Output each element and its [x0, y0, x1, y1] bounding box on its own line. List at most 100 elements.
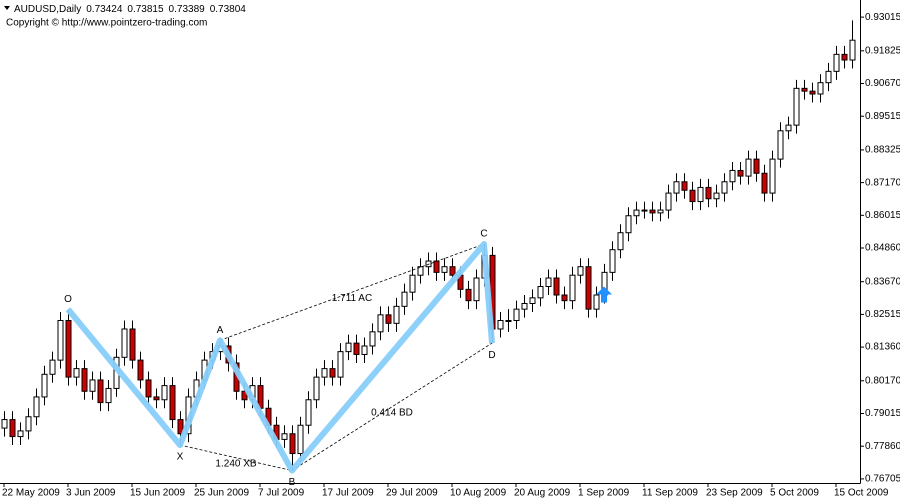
y-tick-label: 0.90670: [865, 78, 900, 89]
candle-body: [305, 399, 312, 426]
candle-body: [833, 53, 840, 72]
pattern-point-label: X: [177, 452, 184, 463]
y-tick-label: 0.82515: [865, 309, 900, 320]
x-tick-label: 15 Jun 2009: [130, 488, 185, 499]
candle-body: [473, 277, 480, 302]
candle-body: [465, 288, 472, 302]
signal-arrow: [596, 286, 612, 303]
chart-header: AUDUSD,Daily 0.73424 0.73815 0.73389 0.73804: [14, 4, 246, 15]
ratio-label: 1.240 XB: [215, 458, 256, 469]
candle-body: [785, 124, 792, 132]
candle-body: [545, 277, 552, 288]
candle-body: [577, 266, 584, 276]
candle-body: [585, 266, 592, 310]
candle-body: [81, 368, 88, 392]
x-tick-label: 10 Aug 2009: [450, 488, 507, 499]
menu-triangle: [4, 6, 10, 10]
candle-body: [649, 209, 656, 214]
candle-body: [377, 314, 384, 333]
candle-body: [89, 379, 96, 392]
candle-body: [529, 297, 536, 305]
candle-body: [241, 390, 248, 401]
candle-body: [505, 319, 512, 322]
candle-body: [769, 158, 776, 194]
candle-body: [665, 192, 672, 211]
candle-body: [673, 181, 680, 194]
candle-body: [145, 379, 152, 398]
candle-body: [97, 379, 104, 404]
candle-body: [297, 424, 304, 455]
candle-body: [689, 189, 696, 203]
candle-body: [369, 331, 376, 347]
candle-body: [41, 373, 48, 398]
ratio-label: 1.711 AC: [332, 293, 372, 304]
y-tick-label: 0.80170: [865, 375, 900, 386]
y-tick-label: 0.76705: [865, 474, 900, 485]
x-tick-label: 7 Jul 2009: [258, 488, 305, 499]
candle-body: [625, 215, 632, 234]
header-value: 0.73804: [210, 4, 247, 15]
candle-body: [521, 303, 528, 310]
candle-body: [393, 305, 400, 324]
candle-body: [9, 419, 16, 438]
candle-body: [49, 359, 56, 375]
header-value: 0.73424: [86, 4, 123, 15]
candle-body: [33, 396, 40, 418]
candle-body: [321, 368, 328, 378]
candle-body: [633, 209, 640, 217]
candle-body: [161, 385, 168, 401]
candle-body: [825, 70, 832, 84]
candle-body: [553, 277, 560, 296]
pattern-point-label: O: [64, 294, 72, 305]
candle-body: [617, 232, 624, 251]
ratio-line: [219, 243, 485, 341]
candle-body: [681, 181, 688, 191]
candle-body: [1, 419, 8, 429]
pattern-point-label: B: [289, 477, 296, 488]
candle-body: [697, 186, 704, 203]
candle-body: [449, 266, 456, 276]
candle-body: [657, 209, 664, 214]
header-value: 0.73815: [127, 4, 164, 15]
candle-body: [801, 87, 808, 92]
candle-body: [441, 266, 448, 273]
candle-body: [705, 186, 712, 200]
candle-body: [713, 192, 720, 200]
x-tick-label: 17 Jul 2009: [322, 488, 374, 499]
candle-body: [561, 294, 568, 302]
candle-body: [25, 416, 32, 432]
candle-body: [593, 294, 600, 310]
y-tick-label: 0.89515: [865, 111, 900, 122]
x-tick-label: 5 Oct 2009: [770, 488, 819, 499]
candle-body: [753, 158, 760, 174]
candle-body: [721, 181, 728, 194]
candle-body: [409, 274, 416, 293]
candle-body: [137, 359, 144, 381]
ratio-line: [291, 342, 493, 471]
candle-body: [401, 291, 408, 307]
candle-body: [761, 172, 768, 194]
ratio-line: [179, 444, 293, 471]
y-tick-label: 0.84860: [865, 243, 900, 254]
y-tick-label: 0.81360: [865, 342, 900, 353]
candle-body: [289, 433, 296, 455]
pattern-line: [65, 241, 495, 474]
x-tick-label: 20 Aug 2009: [514, 488, 571, 499]
candle-body: [345, 342, 352, 353]
candle-body: [281, 433, 288, 440]
candle-body: [65, 319, 72, 378]
candle-body: [73, 368, 80, 378]
candle-body: [385, 314, 392, 324]
candle-body: [17, 430, 24, 438]
y-tick-label: 0.91825: [865, 45, 900, 56]
y-tick-label: 0.93015: [865, 12, 900, 23]
y-tick-label: 0.88325: [865, 145, 900, 156]
candle-body: [793, 87, 800, 126]
pattern-point-label: C: [480, 229, 487, 240]
candle-body: [641, 209, 648, 212]
candle-body: [177, 419, 184, 435]
candle-body: [497, 319, 504, 330]
candle-body: [537, 286, 544, 299]
candle-body: [57, 319, 64, 361]
